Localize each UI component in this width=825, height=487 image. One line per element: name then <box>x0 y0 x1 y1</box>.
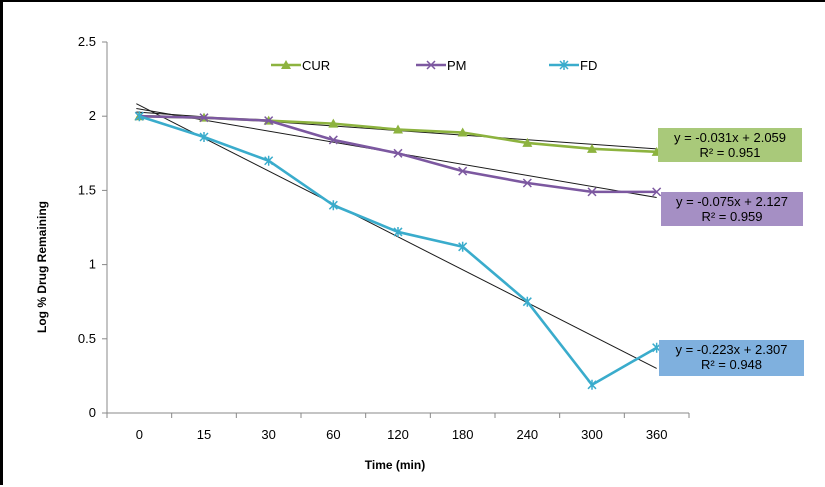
data-point-cur <box>393 124 403 134</box>
y-axis-title: Log % Drug Remaining <box>35 201 49 333</box>
data-point-cur <box>522 137 533 147</box>
x-tick-label: 0 <box>136 427 143 442</box>
data-point-fd <box>328 200 338 211</box>
series-lines <box>134 111 662 390</box>
data-point-cur <box>328 118 339 128</box>
trendline-fd <box>136 103 657 369</box>
legend-label-fd: FD <box>580 58 597 73</box>
trendline-equation-pm: y = -0.075x + 2.127 <box>676 194 788 209</box>
data-point-pm <box>587 187 597 197</box>
x-axis-title: Time (min) <box>365 458 425 472</box>
legend-marker-pm <box>426 60 436 70</box>
x-tick-label: 60 <box>326 427 340 442</box>
data-point-cur <box>457 127 468 137</box>
x-tick-label: 120 <box>387 427 409 442</box>
x-tick-labels: 0 15 30 60 120 180 240 300 360 <box>106 413 690 442</box>
y-tick-label: 0 <box>89 405 96 420</box>
x-tick-label: 15 <box>197 427 211 442</box>
x-tick-label: 300 <box>581 427 603 442</box>
legend-label-pm: PM <box>447 58 467 73</box>
chart: 0 0.5 1 1.5 2 2.5 0 15 30 60 120 180 240 300 360 CUR P… <box>35 34 804 472</box>
data-point-fd <box>458 241 468 252</box>
data-point-fd <box>264 155 274 166</box>
trendline-r2-cur: R² = 0.951 <box>699 145 760 160</box>
series-line-fd <box>138 114 658 387</box>
trendlines <box>136 103 657 369</box>
axes <box>106 42 689 414</box>
equation-box-fd <box>659 340 804 376</box>
y-tick-label: 2 <box>89 108 96 123</box>
y-tick-labels: 0 0.5 1 1.5 2 2.5 <box>78 34 107 420</box>
data-point-cur <box>587 143 597 153</box>
equation-box-cur <box>658 128 802 162</box>
y-tick-label: 2.5 <box>78 34 96 49</box>
legend: CUR PM FD <box>271 58 597 73</box>
data-point-pm <box>264 116 274 126</box>
trendline-equation-cur: y = -0.031x + 2.059 <box>674 130 786 145</box>
x-tick-label: 360 <box>646 427 668 442</box>
y-tick-label: 1 <box>89 257 96 272</box>
legend-marker-cur <box>281 60 291 69</box>
data-point-fd <box>199 131 209 142</box>
data-point-pm <box>328 135 338 145</box>
data-point-pm <box>522 178 532 188</box>
legend-label-cur: CUR <box>302 58 330 73</box>
y-tick-label: 1.5 <box>78 182 96 197</box>
data-point-pm <box>652 187 662 197</box>
series-line-cur <box>139 114 657 154</box>
y-tick-label: 0.5 <box>78 331 96 346</box>
data-point-fd <box>587 379 597 390</box>
data-point-pm <box>199 113 209 123</box>
x-tick-label: 180 <box>452 427 474 442</box>
x-tick-label: 240 <box>516 427 538 442</box>
data-point-fd <box>522 296 532 307</box>
trendline-r2-fd: R² = 0.948 <box>701 357 762 372</box>
data-point-fd <box>393 226 403 237</box>
trendline-equation-fd: y = -0.223x + 2.307 <box>675 342 787 357</box>
data-point-fd <box>134 111 144 122</box>
data-point-pm <box>458 166 468 176</box>
data-point-pm <box>393 148 403 158</box>
trendline-r2-pm: R² = 0.959 <box>701 209 762 224</box>
equation-box-pm <box>661 192 803 226</box>
x-tick-label: 30 <box>261 427 275 442</box>
legend-marker-fd <box>559 60 569 70</box>
